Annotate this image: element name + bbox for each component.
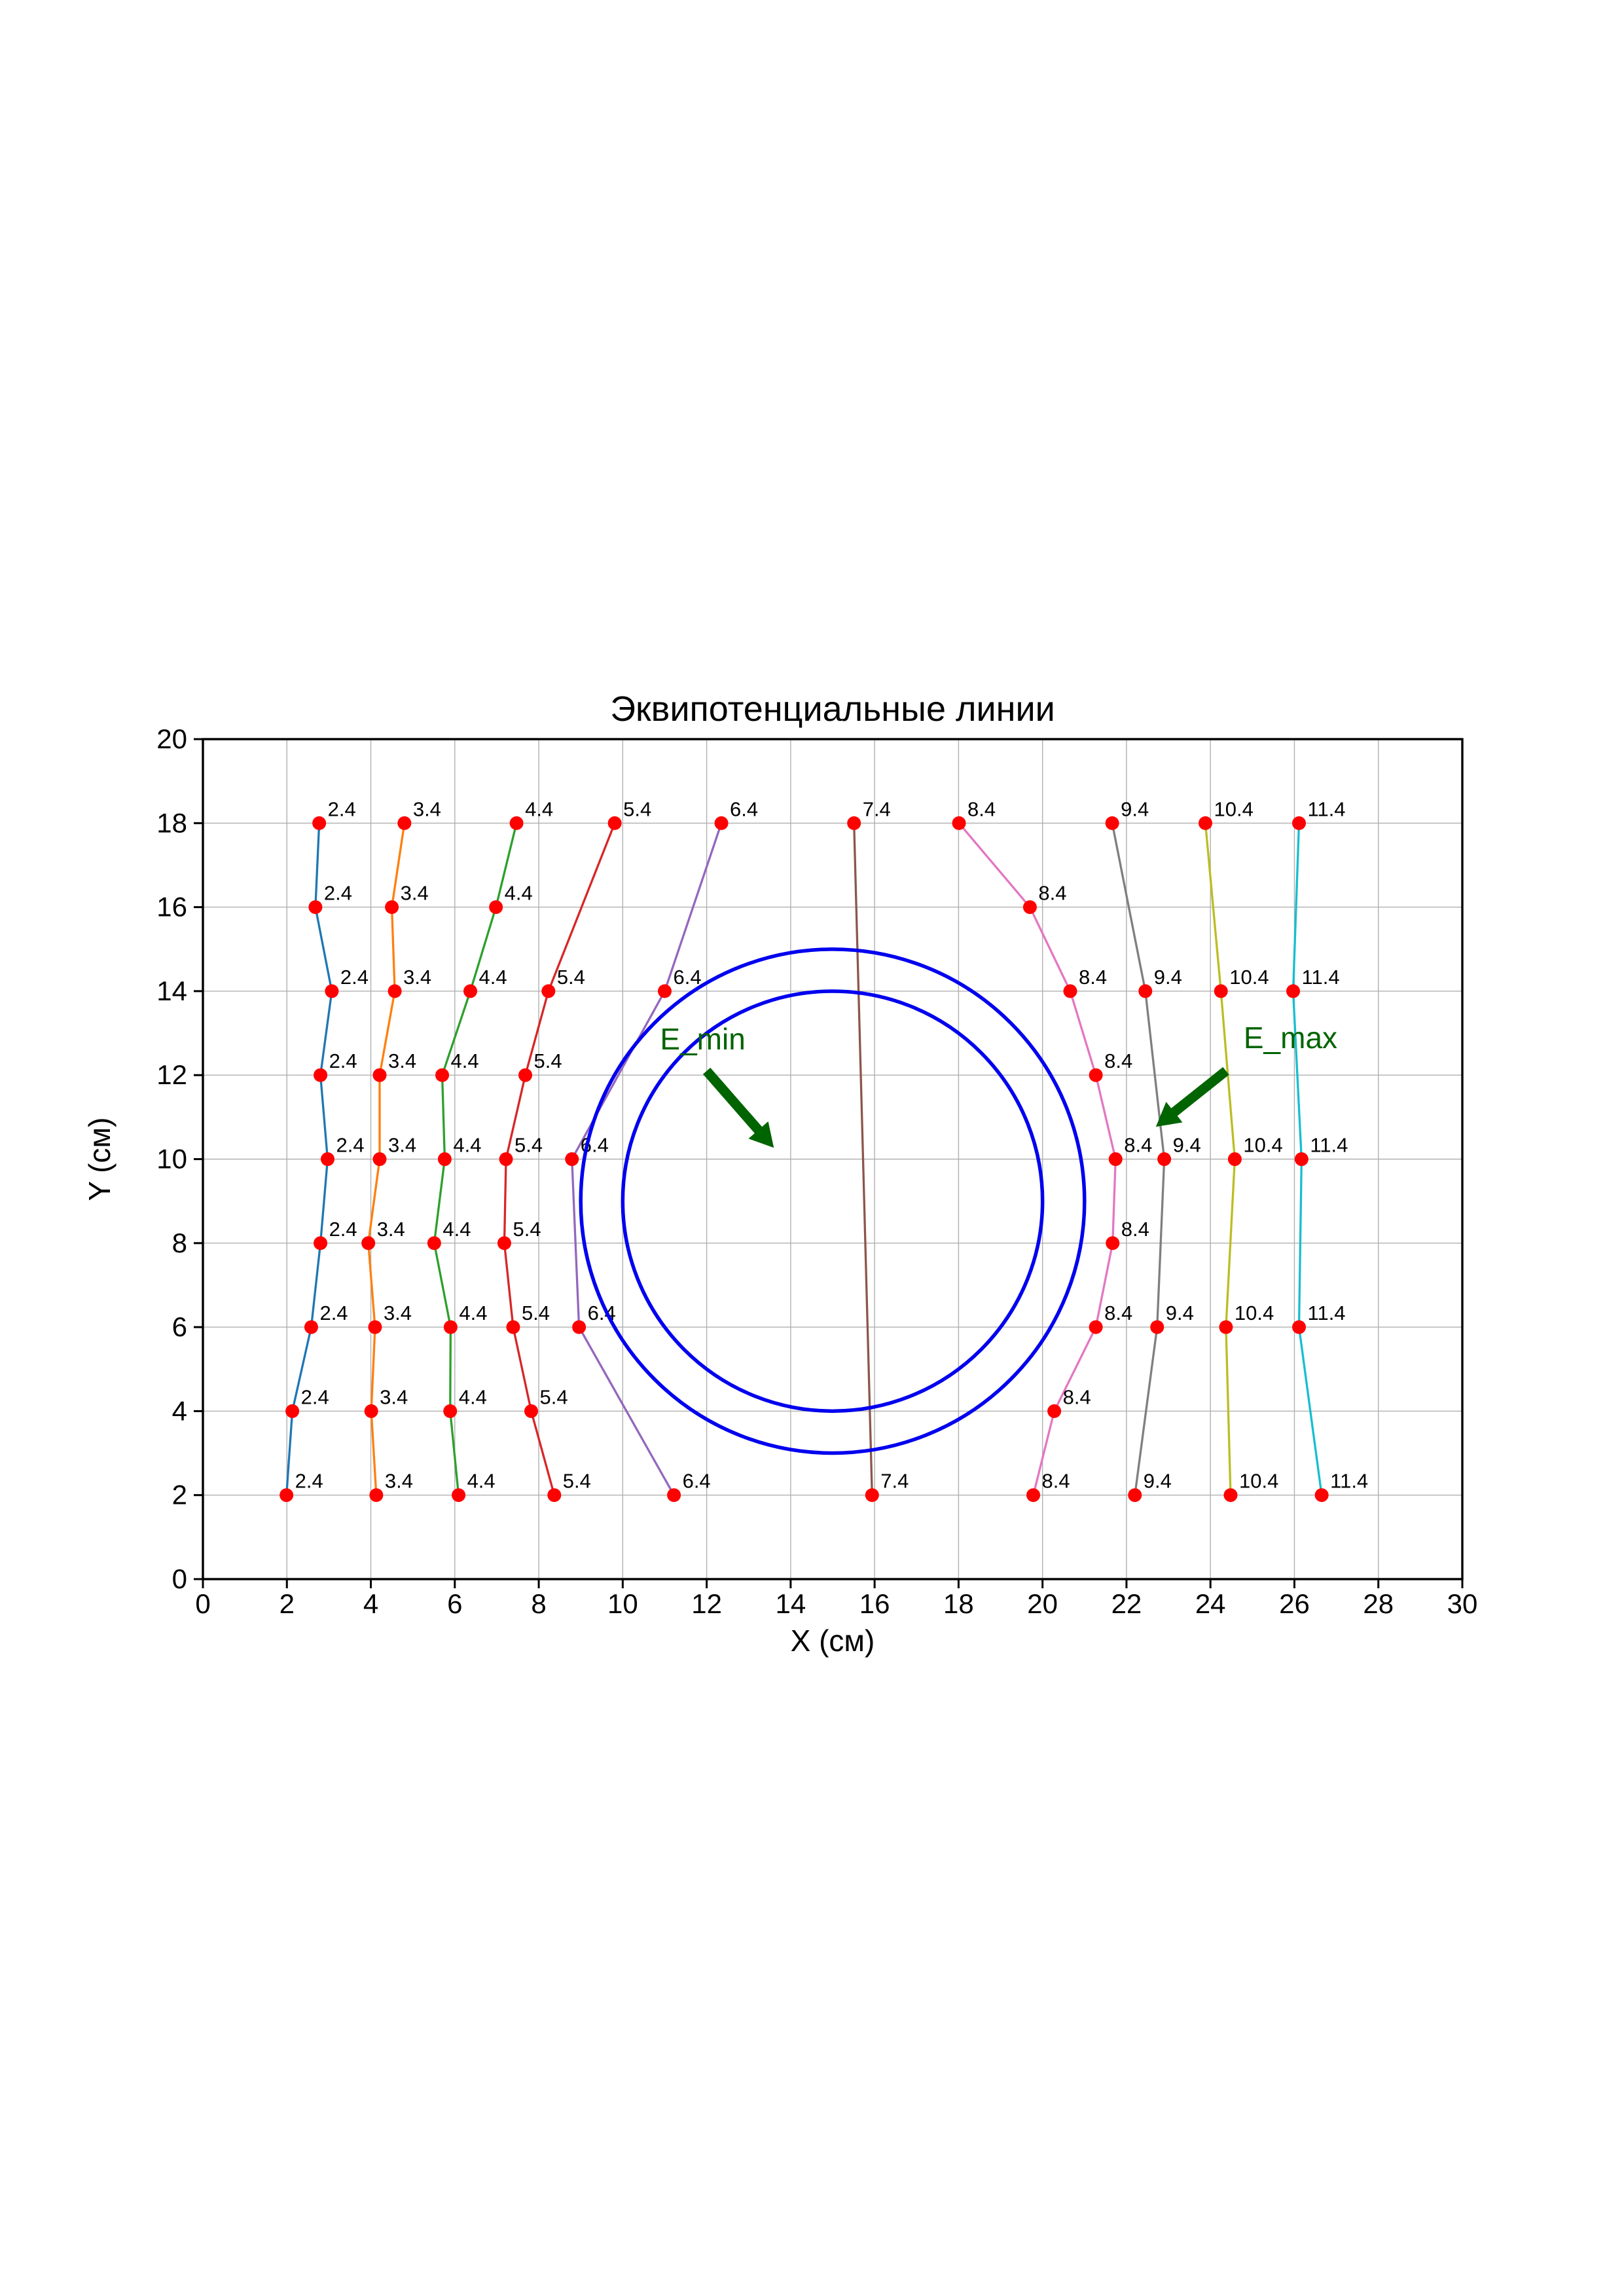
svg-text:3.4: 3.4 xyxy=(385,1470,413,1493)
svg-text:28: 28 xyxy=(1363,1588,1394,1619)
svg-text:5.4: 5.4 xyxy=(540,1385,568,1408)
svg-text:11.4: 11.4 xyxy=(1310,1134,1348,1157)
svg-text:10.4: 10.4 xyxy=(1214,797,1254,820)
svg-text:0: 0 xyxy=(172,1563,187,1594)
svg-text:6.4: 6.4 xyxy=(673,966,701,989)
svg-text:3.4: 3.4 xyxy=(401,882,429,905)
svg-text:30: 30 xyxy=(1447,1588,1478,1619)
svg-text:3.4: 3.4 xyxy=(388,1049,416,1072)
svg-text:4.4: 4.4 xyxy=(451,1049,479,1072)
svg-text:4.4: 4.4 xyxy=(467,1470,496,1493)
svg-text:8.4: 8.4 xyxy=(1042,1470,1070,1493)
svg-text:26: 26 xyxy=(1279,1588,1310,1619)
svg-text:Эквипотенциальные линии: Эквипотенциальные линии xyxy=(610,689,1055,729)
svg-text:9.4: 9.4 xyxy=(1154,966,1182,989)
svg-text:8.4: 8.4 xyxy=(967,797,996,820)
svg-text:14: 14 xyxy=(156,975,187,1006)
svg-text:2.4: 2.4 xyxy=(295,1470,323,1493)
svg-text:6: 6 xyxy=(447,1588,462,1619)
svg-text:Y (см): Y (см) xyxy=(82,1118,117,1201)
svg-text:10: 10 xyxy=(607,1588,638,1619)
svg-text:12: 12 xyxy=(691,1588,722,1619)
svg-text:2.4: 2.4 xyxy=(329,1218,357,1241)
svg-text:8.4: 8.4 xyxy=(1121,1218,1149,1241)
svg-text:2: 2 xyxy=(172,1480,187,1510)
svg-text:8.4: 8.4 xyxy=(1124,1134,1152,1157)
svg-text:2.4: 2.4 xyxy=(340,966,369,989)
svg-text:5.4: 5.4 xyxy=(534,1049,562,1072)
svg-text:11.4: 11.4 xyxy=(1302,966,1340,989)
svg-text:24: 24 xyxy=(1195,1588,1226,1619)
svg-text:X (см): X (см) xyxy=(791,1624,875,1658)
svg-text:2.4: 2.4 xyxy=(329,1049,357,1072)
svg-text:7.4: 7.4 xyxy=(880,1470,909,1493)
svg-text:2.4: 2.4 xyxy=(301,1385,329,1408)
svg-text:16: 16 xyxy=(859,1588,890,1619)
svg-text:11.4: 11.4 xyxy=(1308,1302,1346,1324)
svg-text:5.4: 5.4 xyxy=(557,966,585,989)
svg-text:14: 14 xyxy=(776,1588,806,1619)
svg-text:11.4: 11.4 xyxy=(1308,797,1346,820)
svg-text:3.4: 3.4 xyxy=(388,1134,416,1157)
svg-text:3.4: 3.4 xyxy=(403,966,431,989)
svg-text:8.4: 8.4 xyxy=(1038,882,1066,905)
svg-text:8.4: 8.4 xyxy=(1079,966,1107,989)
svg-text:2.4: 2.4 xyxy=(319,1302,348,1324)
svg-text:3.4: 3.4 xyxy=(377,1218,405,1241)
svg-text:4: 4 xyxy=(172,1395,187,1426)
svg-text:5.4: 5.4 xyxy=(514,1134,543,1157)
svg-text:5.4: 5.4 xyxy=(623,797,651,820)
svg-text:6.4: 6.4 xyxy=(683,1470,711,1493)
svg-text:4: 4 xyxy=(363,1588,378,1619)
svg-text:4.4: 4.4 xyxy=(459,1385,487,1408)
svg-text:18: 18 xyxy=(156,807,187,838)
svg-text:9.4: 9.4 xyxy=(1144,1470,1172,1493)
svg-text:7.4: 7.4 xyxy=(863,797,891,820)
svg-text:4.4: 4.4 xyxy=(479,966,507,989)
svg-text:20: 20 xyxy=(156,723,187,754)
svg-text:9.4: 9.4 xyxy=(1166,1302,1194,1324)
svg-text:9.4: 9.4 xyxy=(1121,797,1149,820)
svg-text:20: 20 xyxy=(1027,1588,1058,1619)
svg-text:9.4: 9.4 xyxy=(1173,1134,1201,1157)
svg-text:16: 16 xyxy=(156,892,187,922)
svg-text:0: 0 xyxy=(195,1588,210,1619)
svg-text:3.4: 3.4 xyxy=(384,1302,412,1324)
svg-text:5.4: 5.4 xyxy=(522,1302,550,1324)
svg-text:2.4: 2.4 xyxy=(328,797,356,820)
svg-text:8.4: 8.4 xyxy=(1104,1302,1132,1324)
svg-text:10.4: 10.4 xyxy=(1239,1470,1278,1493)
svg-text:8.4: 8.4 xyxy=(1104,1049,1132,1072)
svg-text:6: 6 xyxy=(172,1311,187,1342)
svg-text:22: 22 xyxy=(1111,1588,1142,1619)
svg-text:E_max: E_max xyxy=(1244,1021,1337,1055)
svg-text:10.4: 10.4 xyxy=(1229,966,1269,989)
svg-text:3.4: 3.4 xyxy=(413,797,441,820)
svg-text:E_min: E_min xyxy=(660,1022,745,1056)
svg-text:8: 8 xyxy=(531,1588,546,1619)
svg-text:18: 18 xyxy=(943,1588,974,1619)
svg-text:10.4: 10.4 xyxy=(1235,1302,1274,1324)
svg-text:2: 2 xyxy=(280,1588,295,1619)
svg-text:4.4: 4.4 xyxy=(442,1218,471,1241)
svg-text:11.4: 11.4 xyxy=(1330,1470,1368,1493)
svg-text:10: 10 xyxy=(156,1144,187,1175)
svg-text:2.4: 2.4 xyxy=(336,1134,364,1157)
svg-text:4.4: 4.4 xyxy=(505,882,533,905)
svg-text:12: 12 xyxy=(156,1059,187,1090)
svg-text:8: 8 xyxy=(172,1228,187,1258)
svg-text:2.4: 2.4 xyxy=(324,882,352,905)
svg-text:5.4: 5.4 xyxy=(563,1470,591,1493)
svg-text:10.4: 10.4 xyxy=(1243,1134,1282,1157)
svg-text:4.4: 4.4 xyxy=(453,1134,481,1157)
svg-text:4.4: 4.4 xyxy=(459,1302,487,1324)
svg-text:5.4: 5.4 xyxy=(513,1218,541,1241)
svg-text:4.4: 4.4 xyxy=(525,797,553,820)
svg-text:8.4: 8.4 xyxy=(1063,1385,1091,1408)
svg-text:3.4: 3.4 xyxy=(380,1385,408,1408)
svg-text:6.4: 6.4 xyxy=(730,797,758,820)
